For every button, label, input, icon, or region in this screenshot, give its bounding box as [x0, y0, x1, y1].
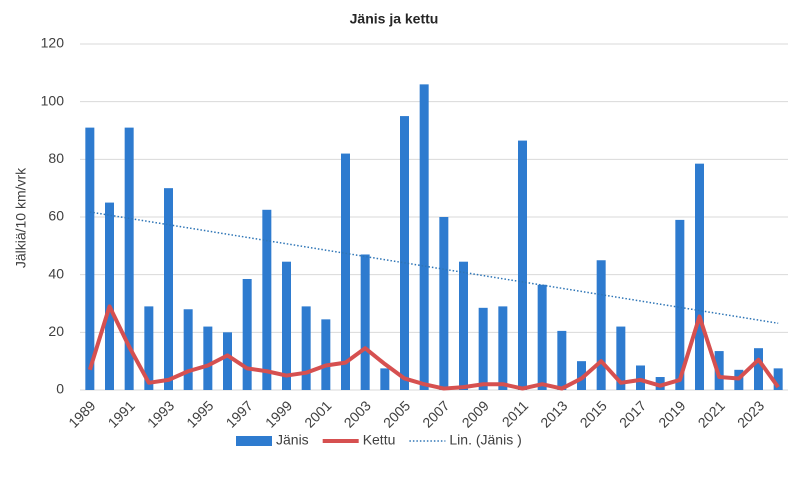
bar [498, 306, 508, 390]
y-tick-label: 0 [56, 381, 64, 397]
x-tick-label: 2023 [734, 397, 767, 430]
x-tick-label: 1989 [65, 397, 98, 430]
y-tick-label: 100 [41, 92, 65, 108]
y-tick-label: 60 [48, 208, 64, 224]
y-tick-label: 20 [48, 323, 64, 339]
bar [518, 140, 527, 390]
legend-swatch [236, 436, 272, 446]
bar [596, 260, 606, 390]
bar [400, 116, 409, 390]
bar [105, 202, 114, 390]
legend-label: Lin. (Jänis ) [449, 432, 521, 448]
trendline [89, 211, 779, 324]
legend-label: Jänis [276, 432, 309, 448]
bar [124, 127, 134, 390]
bar [695, 163, 704, 390]
bar [754, 348, 763, 390]
bar [478, 307, 488, 390]
bar [183, 309, 193, 390]
x-tick-label: 2005 [380, 397, 413, 430]
chart-title: Jänis ja kettu [350, 11, 439, 27]
bar [144, 306, 154, 390]
bar [655, 377, 665, 390]
bar [360, 254, 370, 390]
x-tick-label: 1999 [262, 397, 295, 430]
y-tick-label: 120 [41, 35, 65, 51]
bar [419, 84, 429, 390]
bar [714, 351, 724, 390]
x-tick-label: 2021 [695, 397, 728, 430]
bar [242, 278, 252, 390]
bar [223, 332, 232, 390]
bar [557, 330, 567, 390]
bar [616, 326, 626, 390]
bar [675, 219, 685, 390]
bar [203, 326, 213, 390]
bar [773, 368, 783, 390]
bar [301, 306, 311, 390]
bar [636, 365, 645, 390]
bar [262, 209, 272, 390]
x-tick-label: 2011 [499, 397, 532, 430]
x-tick-label: 1995 [183, 397, 216, 430]
bar [577, 361, 586, 390]
bar [439, 217, 449, 390]
y-tick-label: 80 [48, 150, 64, 166]
bar [380, 368, 390, 390]
x-tick-label: 2015 [577, 397, 610, 430]
bar [321, 319, 331, 390]
x-tick-label: 1991 [105, 397, 138, 430]
x-tick-label: 2013 [537, 397, 570, 430]
x-tick-label: 2003 [341, 397, 374, 430]
y-axis-label: Jälkiä/10 km/vrk [13, 167, 29, 268]
x-tick-label: 2017 [616, 397, 649, 430]
bar [85, 127, 95, 390]
x-tick-label: 1997 [223, 397, 256, 430]
x-tick-label: 1993 [144, 397, 177, 430]
legend-label: Kettu [363, 432, 396, 448]
x-tick-label: 2009 [459, 397, 492, 430]
x-tick-label: 2001 [301, 397, 334, 430]
bar [459, 261, 468, 390]
x-tick-label: 2007 [419, 397, 452, 430]
x-tick-label: 2019 [655, 397, 688, 430]
bar [164, 188, 173, 390]
bar [341, 153, 350, 390]
bar [282, 261, 291, 390]
line [87, 304, 780, 391]
bar [537, 284, 547, 390]
y-tick-label: 40 [48, 265, 64, 281]
